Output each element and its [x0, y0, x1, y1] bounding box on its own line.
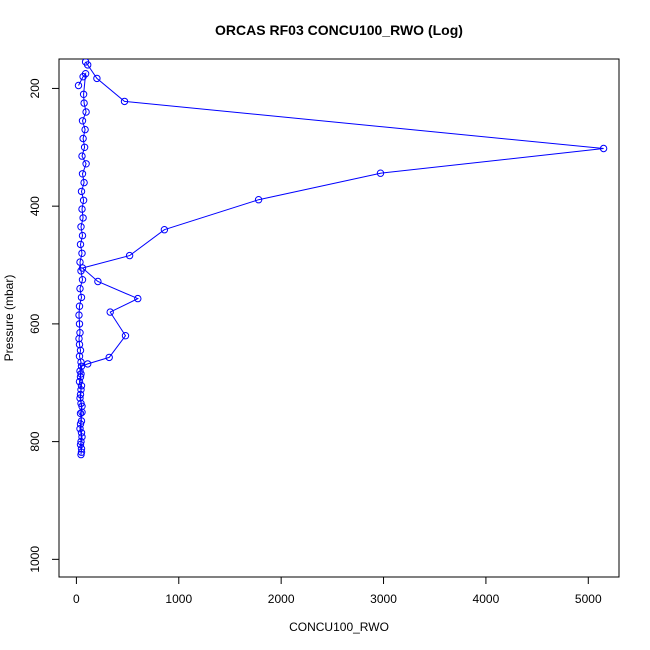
data-point: [77, 450, 85, 459]
data-point: [79, 196, 88, 205]
data-point: [78, 152, 86, 160]
data-point: [76, 373, 85, 381]
data-point: [81, 59, 90, 66]
x-axis-label: CONCU100_RWO: [289, 620, 389, 634]
data-point: [78, 276, 87, 284]
data-point: [80, 143, 89, 152]
data-point: [77, 362, 86, 370]
x-axis: 0 1000 2000 3000 4000 5000: [73, 576, 602, 606]
series-layer: [74, 59, 608, 459]
data-point: [599, 144, 608, 153]
data-point: [79, 214, 87, 222]
data-point: [78, 433, 86, 441]
data-point: [77, 187, 86, 196]
data-point: [134, 294, 142, 303]
chart-title: ORCAS RF03 CONCU100_RWO (Log): [215, 22, 463, 38]
data-point: [76, 440, 85, 449]
x-tick-label: 5000: [575, 592, 602, 606]
x-tick-label: 0: [73, 592, 80, 606]
plot-area: [74, 59, 608, 459]
y-axis: 200 400 600 800 1000: [28, 78, 60, 573]
data-point: [77, 382, 86, 390]
data-point: [76, 240, 85, 249]
data-point: [105, 353, 113, 362]
x-tick-label: 1000: [165, 592, 192, 606]
y-tick-label: 200: [28, 78, 42, 98]
data-point: [78, 231, 87, 240]
data-point: [82, 160, 90, 168]
y-tick-label: 800: [28, 431, 42, 451]
data-point: [78, 117, 87, 125]
data-point: [76, 394, 84, 402]
data-point: [78, 408, 86, 416]
data-point: [77, 429, 86, 437]
data-point: [77, 267, 85, 275]
data-point: [79, 90, 88, 99]
data-point: [81, 70, 90, 78]
x-tick-label: 3000: [370, 592, 397, 606]
data-point: [376, 169, 385, 177]
x-tick-label: 2000: [268, 592, 295, 606]
y-tick-label: 1000: [28, 546, 42, 573]
data-point: [94, 277, 102, 286]
data-point: [254, 196, 263, 204]
y-tick-label: 600: [28, 314, 42, 334]
data-point: [121, 332, 130, 340]
data-point: [82, 108, 90, 116]
data-point: [76, 258, 84, 266]
data-point: [78, 170, 87, 178]
data-point: [84, 360, 92, 368]
data-point: [74, 81, 83, 90]
data-point: [76, 409, 85, 418]
data-point: [77, 223, 85, 231]
data-point: [160, 226, 169, 234]
plot-frame: [58, 58, 620, 578]
data-point: [76, 284, 84, 293]
y-tick-label: 400: [28, 196, 42, 216]
data-point: [106, 308, 114, 316]
x-tick-label: 4000: [473, 592, 500, 606]
data-point: [77, 293, 86, 302]
data-point: [78, 205, 86, 213]
data-point: [76, 425, 84, 433]
data-point: [75, 320, 84, 328]
data-point: [77, 399, 85, 408]
data-point: [80, 178, 88, 187]
series-line: [78, 61, 604, 453]
data-point: [78, 249, 86, 258]
data-point: [125, 251, 134, 260]
data-point: [80, 99, 88, 107]
data-point: [77, 437, 85, 446]
data-point: [75, 377, 84, 386]
data-point: [75, 302, 84, 310]
data-point: [75, 311, 83, 319]
data-point: [76, 390, 85, 399]
data-point: [81, 125, 89, 134]
data-point: [120, 97, 129, 106]
data-point: [76, 420, 85, 428]
y-axis-label: Pressure (mbar): [2, 275, 16, 362]
data-point: [79, 134, 87, 143]
data-point: [77, 358, 85, 366]
data-point: [93, 74, 101, 83]
